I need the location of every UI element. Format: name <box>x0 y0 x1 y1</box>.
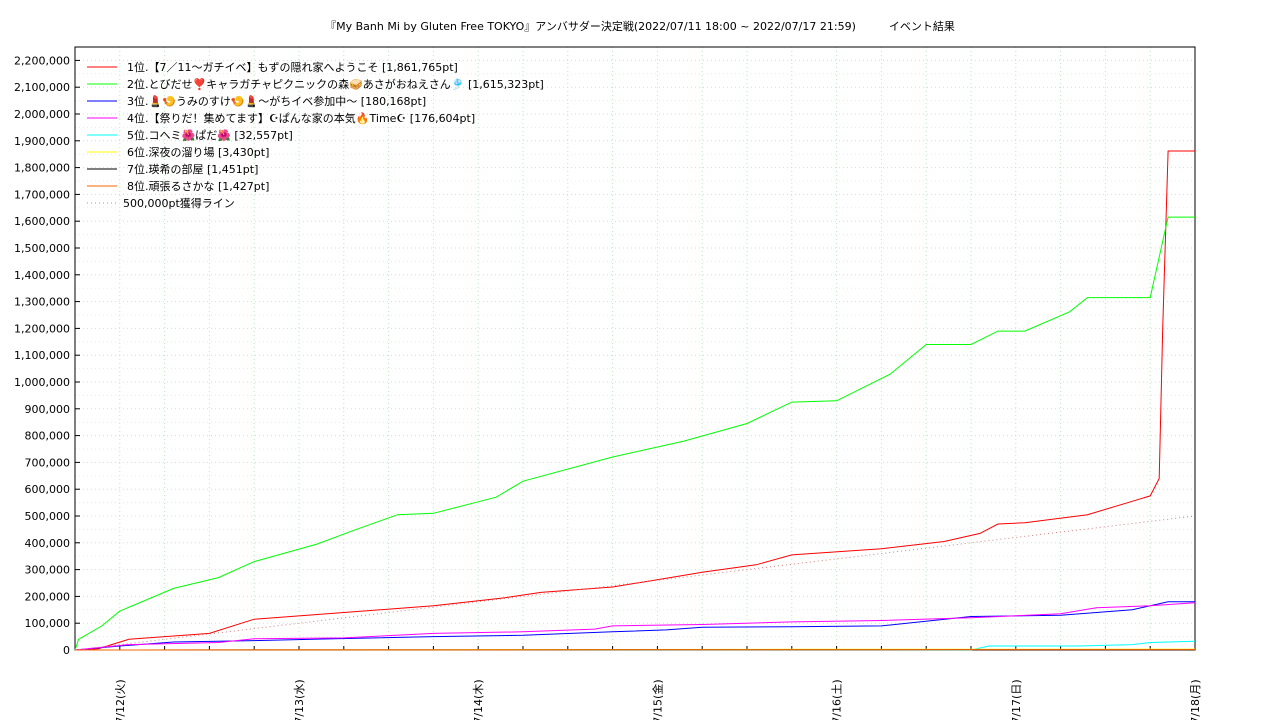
series-line-2 <box>74 216 1195 651</box>
y-tick-label: 2,000,000 <box>14 108 70 121</box>
legend-entry-2: 2位.とびだせ❣️キャラガチャピクニックの森🥪あさがおねえさん🎐 [1,615,… <box>127 77 544 91</box>
y-tick-label: 200,000 <box>25 590 71 603</box>
legend-entry-7: 7位.瑛希の部屋 [1,451pt] <box>127 162 258 176</box>
y-tick-label: 500,000 <box>25 510 71 523</box>
series-line-4 <box>74 602 1196 651</box>
x-tick-label: 07/17(日) <box>1010 679 1023 720</box>
y-tick-label: 1,200,000 <box>14 322 70 335</box>
series-line-1 <box>74 150 1195 651</box>
x-tick-label: 07/15(金) <box>650 679 664 720</box>
y-tick-label: 2,100,000 <box>14 81 70 94</box>
x-tick-label: 07/14(木) <box>472 679 485 720</box>
y-tick-label: 1,900,000 <box>14 135 70 148</box>
legend-entry-4: 4位.【祭りだ！集めてます】☪ぱんな家の本気🔥Time☪ [176,604pt] <box>127 111 475 125</box>
y-tick-label: 1,100,000 <box>14 349 70 362</box>
y-tick-label: 900,000 <box>25 403 71 416</box>
legend-entry-9: 500,000pt獲得ライン <box>123 197 235 210</box>
y-tick-label: 300,000 <box>25 564 71 577</box>
y-tick-label: 600,000 <box>25 483 71 496</box>
y-tick-label: 1,800,000 <box>14 162 70 175</box>
legend-entry-6: 6位.深夜の溜り場 [3,430pt] <box>127 145 269 159</box>
y-tick-label: 1,700,000 <box>14 188 70 201</box>
legend-entry-8: 8位.頑張るさかな [1,427pt] <box>127 179 269 193</box>
y-tick-label: 1,500,000 <box>14 242 70 255</box>
legend-entry-3: 3位.💄🍤うみのすけ🍤💄〜がちイベ参加中〜 [180,168pt] <box>127 94 426 108</box>
legend-entry-5: 5位.コヘミ🌺ぱだ🌺 [32,557pt] <box>127 128 293 142</box>
y-tick-label: 1,000,000 <box>14 376 70 389</box>
y-tick-label: 1,600,000 <box>14 215 70 228</box>
chart-title: 『My Banh Mi by Gluten Free TOKYO』アンバサダー決… <box>325 20 955 33</box>
y-tick-label: 1,300,000 <box>14 296 70 309</box>
y-tick-label: 100,000 <box>25 617 71 630</box>
y-tick-label: 2,200,000 <box>14 54 70 67</box>
x-tick-label: 07/12(火) <box>114 679 127 720</box>
x-tick-label: 07/13(水) <box>293 679 306 720</box>
legend-entry-1: 1位.【7／11〜ガチイベ】もずの隠れ家へようこそ [1,861,765pt] <box>127 60 458 74</box>
y-tick-label: 1,400,000 <box>14 269 70 282</box>
y-tick-label: 0 <box>63 644 70 657</box>
y-tick-label: 800,000 <box>25 430 71 443</box>
y-tick-label: 700,000 <box>25 456 71 469</box>
x-tick-label: 07/18(月) <box>1189 679 1202 720</box>
y-tick-label: 400,000 <box>25 537 71 550</box>
x-tick-label: 07/16(土) <box>831 679 844 720</box>
